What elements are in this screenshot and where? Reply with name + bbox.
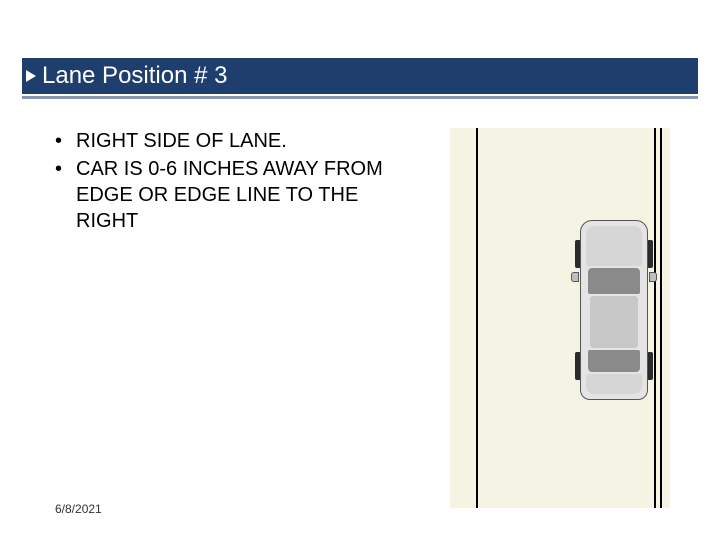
list-item: • CAR IS 0-6 INCHES AWAY FROM EDGE OR ED…: [55, 156, 395, 234]
car-roof: [590, 296, 638, 348]
car-windshield: [588, 268, 640, 294]
bullet-text: RIGHT SIDE OF LANE.: [76, 128, 395, 154]
lane-line-left: [476, 128, 478, 508]
lane-line-right-inner: [654, 128, 656, 508]
list-item: • RIGHT SIDE OF LANE.: [55, 128, 395, 154]
car-trunk: [586, 374, 642, 394]
car-mirror: [649, 272, 657, 282]
car-hood: [586, 226, 642, 266]
car-rear-window: [588, 350, 640, 372]
arrow-right-icon: [26, 70, 36, 82]
date-label: 6/8/2021: [55, 502, 102, 516]
slide-title: Lane Position # 3: [42, 62, 227, 90]
title-bar: Lane Position # 3: [22, 58, 698, 94]
bullet-icon: •: [55, 128, 62, 154]
car-mirror: [571, 272, 579, 282]
bullet-icon: •: [55, 156, 62, 234]
lane-line-right-outer: [660, 128, 662, 508]
title-underline: [22, 96, 698, 99]
lane-diagram: [450, 128, 670, 508]
car-icon: [580, 220, 648, 400]
bullet-text: CAR IS 0-6 INCHES AWAY FROM EDGE OR EDGE…: [76, 156, 395, 234]
bullet-list: • RIGHT SIDE OF LANE. • CAR IS 0-6 INCHE…: [55, 128, 395, 236]
